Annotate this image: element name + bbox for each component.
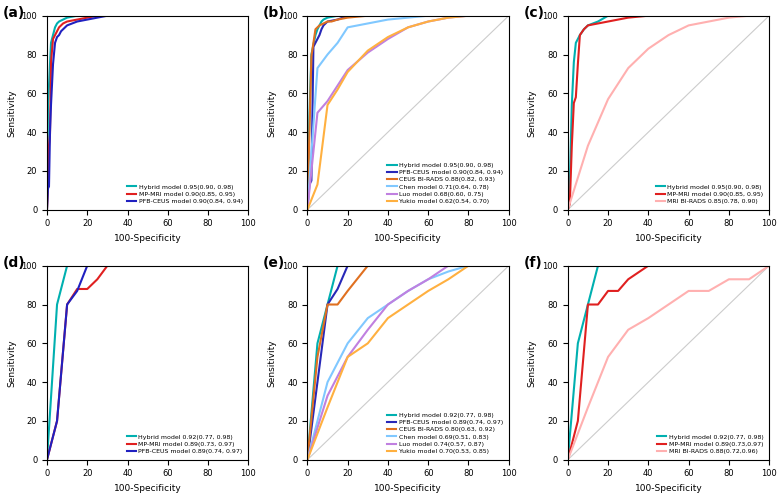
Y-axis label: Sensitivity: Sensitivity xyxy=(267,89,276,136)
Y-axis label: Sensitivity: Sensitivity xyxy=(7,339,16,386)
X-axis label: 100-Specificity: 100-Specificity xyxy=(114,484,182,493)
Y-axis label: Sensitivity: Sensitivity xyxy=(7,89,16,136)
Legend: Hybrid model 0.92(0.77, 0.98), MP-MRI model 0.89(0.73,0.97), MRI BI-RADS 0.88(0.: Hybrid model 0.92(0.77, 0.98), MP-MRI mo… xyxy=(655,432,766,456)
Text: (f): (f) xyxy=(524,256,543,270)
Text: (d): (d) xyxy=(2,256,25,270)
X-axis label: 100-Specificity: 100-Specificity xyxy=(114,234,182,243)
Y-axis label: Sensitivity: Sensitivity xyxy=(528,339,537,386)
Legend: Hybrid model 0.92(0.77, 0.98), PFB-CEUS model 0.89(0.74, 0.97), CEUS BI-RADS 0.8: Hybrid model 0.92(0.77, 0.98), PFB-CEUS … xyxy=(384,410,506,457)
Y-axis label: Sensitivity: Sensitivity xyxy=(528,89,537,136)
Text: (a): (a) xyxy=(2,6,25,20)
Text: (b): (b) xyxy=(263,6,285,20)
Text: (c): (c) xyxy=(524,6,544,20)
X-axis label: 100-Specificity: 100-Specificity xyxy=(374,234,442,243)
X-axis label: 100-Specificity: 100-Specificity xyxy=(374,484,442,493)
X-axis label: 100-Specificity: 100-Specificity xyxy=(634,234,702,243)
Legend: Hybrid model 0.95(0.90, 0.98), MP-MRI model 0.90(0.85, 0.95), MRI BI-RADS 0.85(0: Hybrid model 0.95(0.90, 0.98), MP-MRI mo… xyxy=(653,182,766,206)
Legend: Hybrid model 0.92(0.77, 0.98), MP-MRI model 0.89(0.73, 0.97), PFB-CEUS model 0.8: Hybrid model 0.92(0.77, 0.98), MP-MRI mo… xyxy=(124,432,245,456)
Y-axis label: Sensitivity: Sensitivity xyxy=(267,339,276,386)
X-axis label: 100-Specificity: 100-Specificity xyxy=(634,484,702,493)
Legend: Hybrid model 0.95(0.90, 0.98), PFB-CEUS model 0.90(0.84, 0.94), CEUS BI-RADS 0.8: Hybrid model 0.95(0.90, 0.98), PFB-CEUS … xyxy=(385,160,506,206)
Text: (e): (e) xyxy=(263,256,285,270)
Legend: Hybrid model 0.95(0.90, 0.98), MP-MRI model 0.90(0.85, 0.95), PFB-CEUS model 0.9: Hybrid model 0.95(0.90, 0.98), MP-MRI mo… xyxy=(124,182,245,206)
